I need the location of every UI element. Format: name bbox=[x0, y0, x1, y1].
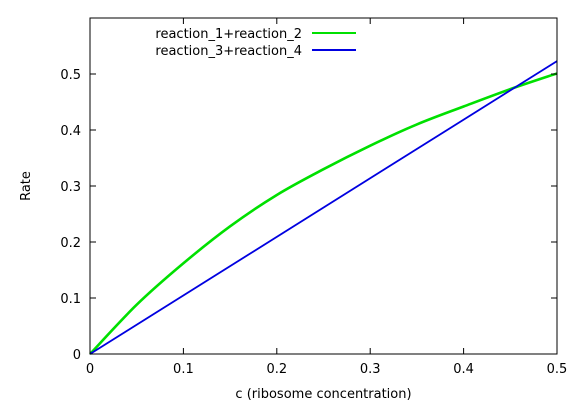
series-line-2 bbox=[89, 60, 558, 355]
x-tick-label: 0 bbox=[86, 362, 94, 377]
y-tick-label: 0.1 bbox=[60, 292, 81, 307]
y-tick-label: 0.4 bbox=[60, 124, 81, 139]
series-line-1 bbox=[89, 72, 558, 355]
ticks-layer: 0 0.1 0.2 0.3 0.4 0.5 0 0.1 0.2 0.3 0.4 0.5 bbox=[60, 18, 567, 377]
x-tick-label: 0.1 bbox=[173, 362, 194, 377]
legend-label-2: reaction_3+reaction_4 bbox=[155, 44, 302, 59]
x-tick-label: 0.2 bbox=[266, 362, 287, 377]
x-tick-label: 0.4 bbox=[453, 362, 474, 377]
y-tick-label: 0 bbox=[73, 348, 81, 363]
y-tick-label: 0.3 bbox=[60, 180, 81, 195]
x-tick-label: 0.3 bbox=[360, 362, 381, 377]
plot-frame bbox=[89, 17, 558, 355]
x-axis-label: c (ribosome concentration) bbox=[235, 387, 411, 402]
series-layer bbox=[89, 60, 558, 355]
legend: reaction_1+reaction_2 reaction_3+reaction… bbox=[155, 27, 356, 59]
legend-label-1: reaction_1+reaction_2 bbox=[155, 27, 302, 42]
y-tick-label: 0.2 bbox=[60, 236, 81, 251]
y-axis-label: Rate bbox=[19, 171, 34, 201]
x-tick-label: 0.5 bbox=[547, 362, 568, 377]
y-tick-label: 0.5 bbox=[60, 68, 81, 83]
